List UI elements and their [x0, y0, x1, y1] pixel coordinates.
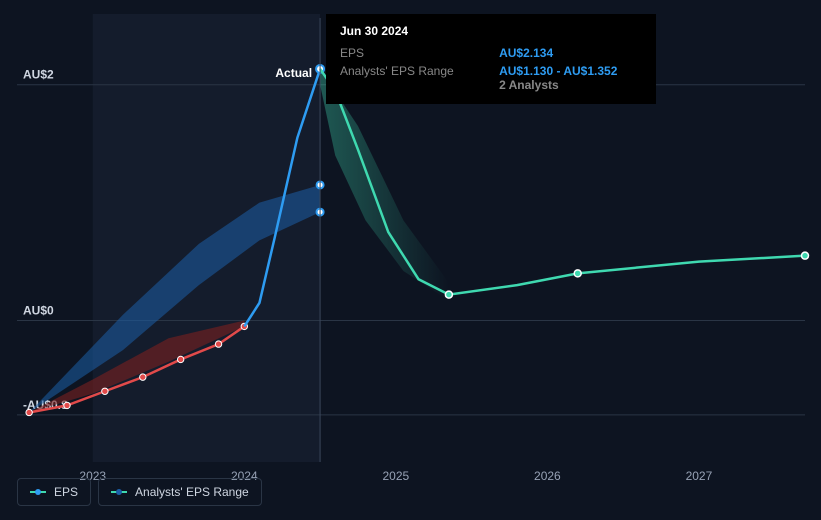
- forecast-point: [574, 270, 581, 277]
- forecast-point: [802, 252, 809, 259]
- legend-swatch: [111, 487, 127, 497]
- x-axis-label: 2027: [686, 469, 713, 483]
- eps-point: [102, 388, 108, 394]
- legend-swatch: [30, 487, 46, 497]
- tooltip-table: EPS AU$2.134 Analysts' EPS Range AU$1.13…: [340, 44, 642, 94]
- eps-forecast-chart: AU$2AU$0-AU$0.820232024202520262027Actua…: [0, 0, 821, 520]
- chart-legend: EPS Analysts' EPS Range: [17, 478, 262, 506]
- legend-label: Analysts' EPS Range: [135, 485, 249, 499]
- eps-point: [64, 402, 70, 408]
- tooltip-range-sub: 2 Analysts: [499, 78, 642, 92]
- chart-tooltip: Jun 30 2024 EPS AU$2.134 Analysts' EPS R…: [326, 14, 656, 104]
- x-axis-label: 2025: [382, 469, 409, 483]
- eps-point: [140, 374, 146, 380]
- y-axis-label: AU$0: [23, 304, 54, 318]
- forecast-point: [445, 291, 452, 298]
- tooltip-eps-label: EPS: [340, 44, 499, 62]
- legend-analysts-range[interactable]: Analysts' EPS Range: [98, 478, 262, 506]
- x-axis-label: 2026: [534, 469, 561, 483]
- eps-point: [26, 409, 32, 415]
- legend-eps[interactable]: EPS: [17, 478, 91, 506]
- legend-label: EPS: [54, 485, 78, 499]
- eps-point: [177, 356, 183, 362]
- eps-point: [215, 341, 221, 347]
- divider-label-actual: Actual: [275, 66, 312, 80]
- tooltip-date: Jun 30 2024: [340, 24, 642, 38]
- tooltip-eps-value: AU$2.134: [499, 44, 642, 62]
- tooltip-range-label: Analysts' EPS Range: [340, 62, 499, 94]
- tooltip-range-value: AU$1.130 - AU$1.352: [499, 64, 642, 78]
- y-axis-label: AU$2: [23, 68, 54, 82]
- past-band: [93, 14, 320, 462]
